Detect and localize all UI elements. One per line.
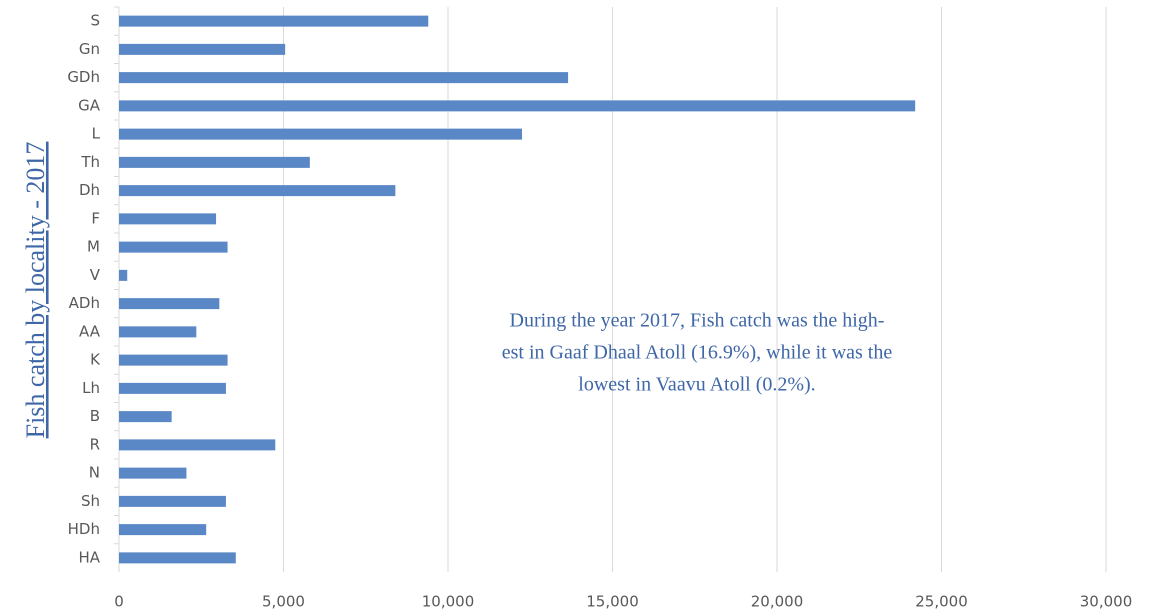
y-tick-label: GA [78, 96, 101, 114]
annotation: During the year 2017, Fish catch was the… [510, 310, 885, 332]
y-tick-label: HA [78, 548, 100, 566]
x-tick-label: 10,000 [422, 593, 475, 609]
y-tick-label: Th [80, 153, 100, 171]
x-tick-label: 30,000 [1080, 593, 1133, 609]
y-tick-label: N [89, 464, 100, 482]
bar [119, 269, 128, 281]
bar [119, 467, 187, 479]
bar [119, 382, 226, 394]
y-tick-label: Gn [79, 40, 100, 58]
y-tick-label: GDh [67, 68, 100, 86]
bar [119, 128, 523, 140]
y-axis-title: Fish catch by locality - 2017 [21, 142, 50, 439]
annotation: est in Gaaf Dhaal Atoll (16.9%), while i… [502, 342, 893, 364]
bar [119, 552, 236, 564]
bar [119, 185, 396, 197]
y-tick-label: Dh [79, 181, 100, 199]
bar [119, 156, 310, 168]
bar [119, 354, 228, 366]
bar [119, 100, 916, 112]
annotation: lowest in Vaavu Atoll (0.2%). [578, 374, 815, 396]
x-tick-label: 0 [114, 593, 124, 609]
bar [119, 524, 207, 536]
bar [119, 213, 217, 225]
y-tick-label: M [87, 238, 100, 256]
y-tick-label: Lh [82, 379, 100, 397]
y-tick-label: B [90, 407, 100, 425]
y-tick-label: V [90, 266, 101, 284]
y-tick-label: S [90, 12, 100, 30]
x-tick-label: 15,000 [586, 593, 639, 609]
y-tick-label: Sh [81, 492, 100, 510]
y-tick-label: F [91, 209, 100, 227]
y-tick-label: AA [79, 322, 101, 340]
bar [119, 495, 226, 507]
x-tick-label: 20,000 [751, 593, 804, 609]
y-tick-label: HDh [68, 520, 100, 538]
bar [119, 298, 220, 310]
bar [119, 72, 569, 84]
bar [119, 326, 197, 338]
bar [119, 15, 429, 27]
x-tick-label: 5,000 [262, 593, 305, 609]
bar [119, 411, 172, 423]
bar [119, 439, 276, 451]
bar [119, 241, 228, 253]
bar [119, 43, 286, 55]
y-tick-label: ADh [69, 294, 100, 312]
x-tick-label: 25,000 [915, 593, 968, 609]
y-tick-label: L [92, 125, 101, 143]
y-tick-label: K [90, 351, 101, 369]
y-tick-label: R [90, 435, 100, 453]
